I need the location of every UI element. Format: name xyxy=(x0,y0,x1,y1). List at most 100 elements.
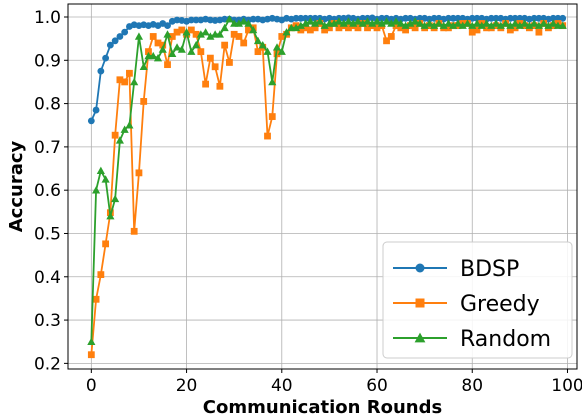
data-point-bdsp xyxy=(297,14,305,22)
data-point-greedy xyxy=(335,24,343,32)
data-point-greedy xyxy=(268,113,276,120)
data-point-random xyxy=(249,25,258,34)
data-point-random xyxy=(477,21,486,29)
data-point-greedy xyxy=(192,30,200,38)
data-point-random xyxy=(439,21,448,29)
data-point-random xyxy=(511,19,520,27)
y-tick-label: 0.6 xyxy=(34,181,61,201)
plot-frame xyxy=(67,3,578,370)
data-point-random xyxy=(311,19,320,27)
data-point-random xyxy=(520,19,529,27)
legend-item-greedy: Greedy xyxy=(393,292,540,317)
data-point-bdsp xyxy=(492,14,500,22)
data-point-random xyxy=(344,17,353,25)
data-point-greedy xyxy=(511,24,519,32)
data-point-random xyxy=(363,17,372,25)
data-point-random xyxy=(239,17,248,25)
data-point-greedy xyxy=(245,26,252,34)
data-point-bdsp xyxy=(559,14,567,22)
data-point-bdsp xyxy=(487,14,495,22)
data-point-random xyxy=(268,77,277,86)
data-point-bdsp xyxy=(302,14,309,22)
y-tick-label: 0.9 xyxy=(34,51,61,71)
data-point-bdsp xyxy=(530,14,538,22)
y-tick-label: 0.3 xyxy=(34,311,61,331)
data-point-random xyxy=(506,21,515,29)
data-point-greedy xyxy=(173,28,181,36)
x-tick-label: 40 xyxy=(271,376,293,396)
data-point-greedy xyxy=(445,24,452,32)
data-point-random xyxy=(372,17,382,25)
data-point-random xyxy=(92,186,101,194)
data-point-random xyxy=(306,17,315,25)
data-point-bdsp xyxy=(192,16,200,24)
data-point-bdsp xyxy=(92,106,100,114)
data-point-random xyxy=(487,21,496,29)
data-point-greedy xyxy=(97,271,105,279)
data-point-random xyxy=(401,21,410,29)
data-point-random xyxy=(353,17,363,25)
data-point-random xyxy=(482,19,491,27)
data-point-bdsp xyxy=(97,67,105,75)
data-point-random xyxy=(558,21,567,29)
data-point-random xyxy=(349,19,358,27)
data-point-greedy xyxy=(345,24,352,32)
data-point-random xyxy=(101,175,110,183)
data-point-random xyxy=(358,19,367,27)
data-point-random xyxy=(496,21,505,29)
data-point-bdsp xyxy=(121,28,129,36)
data-point-bdsp xyxy=(454,14,462,22)
data-point-random xyxy=(106,212,115,220)
data-point-random xyxy=(120,125,129,133)
data-point-bdsp xyxy=(506,14,514,22)
data-point-greedy xyxy=(187,26,195,34)
data-point-random xyxy=(515,21,524,29)
data-point-greedy xyxy=(197,48,205,56)
data-point-random xyxy=(192,41,201,49)
data-point-bdsp xyxy=(164,22,171,30)
data-point-greedy xyxy=(126,69,133,77)
data-point-bdsp xyxy=(416,14,424,22)
data-point-greedy xyxy=(354,24,362,32)
data-point-bdsp xyxy=(511,14,519,22)
legend-marker xyxy=(414,332,426,343)
data-point-random xyxy=(320,21,329,29)
y-tick-label: 0.8 xyxy=(34,95,61,115)
y-tick-label: 0.7 xyxy=(34,138,61,158)
data-point-random xyxy=(196,30,205,38)
y-tick-label: 0.5 xyxy=(34,224,61,244)
data-point-random xyxy=(382,17,391,25)
data-point-random xyxy=(263,47,272,55)
data-point-greedy xyxy=(321,26,329,34)
series-random xyxy=(87,15,567,345)
data-point-random xyxy=(391,17,401,25)
data-point-bdsp xyxy=(378,14,386,22)
data-point-random xyxy=(115,136,124,144)
data-point-random xyxy=(525,21,534,29)
data-point-greedy xyxy=(306,26,314,34)
data-point-bdsp xyxy=(549,14,557,22)
legend-item-bdsp: BDSP xyxy=(393,257,519,282)
data-point-random xyxy=(415,19,424,27)
data-point-random xyxy=(244,19,253,27)
data-point-random xyxy=(172,43,182,51)
data-point-greedy xyxy=(383,37,390,45)
data-point-random xyxy=(206,32,215,40)
data-point-bdsp xyxy=(430,14,438,22)
data-point-random xyxy=(220,23,229,32)
data-point-random xyxy=(458,21,467,29)
data-point-random xyxy=(177,45,186,53)
data-point-random xyxy=(139,62,148,71)
data-point-random xyxy=(501,19,510,27)
data-point-random xyxy=(201,28,210,36)
data-point-random xyxy=(406,19,415,27)
data-point-bdsp xyxy=(102,54,110,62)
legend-label: BDSP xyxy=(460,257,519,282)
legend-item-random: Random xyxy=(393,327,551,352)
data-point-random xyxy=(125,121,134,129)
data-point-greedy xyxy=(373,24,381,32)
data-point-random xyxy=(163,30,172,38)
data-point-random xyxy=(187,47,196,55)
legend: BDSP Greedy Random xyxy=(382,241,573,359)
data-point-random xyxy=(153,54,163,62)
